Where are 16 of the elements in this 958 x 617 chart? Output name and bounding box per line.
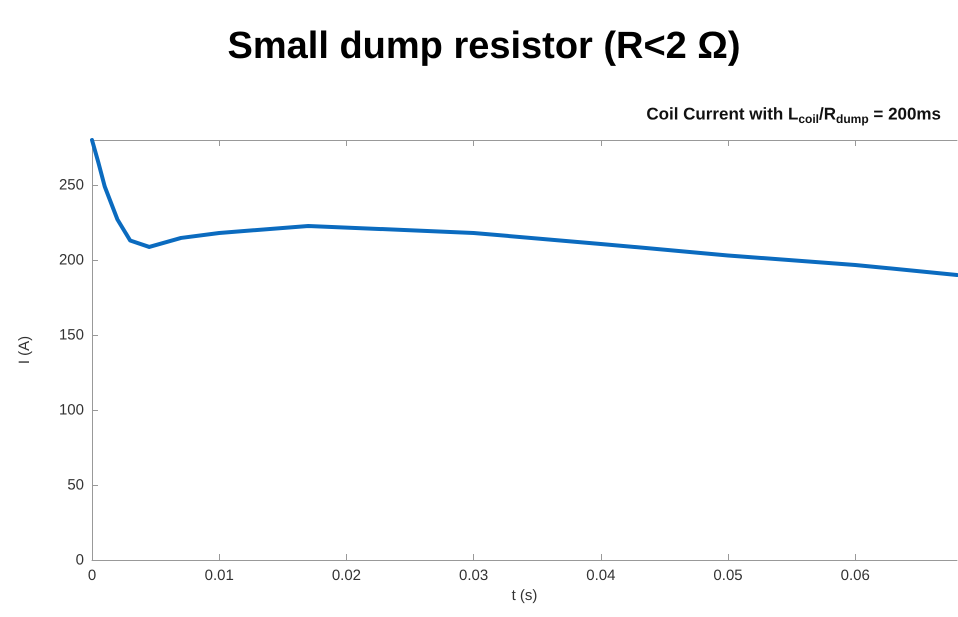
x-tick-label: 0.02 <box>332 567 362 584</box>
y-axis-title: I (A) <box>16 336 33 364</box>
y-tick-label: 0 <box>76 552 84 568</box>
x-tick-label: 0.06 <box>840 567 870 584</box>
y-tick-label: 50 <box>67 476 84 494</box>
y-tick-label: 250 <box>58 176 84 194</box>
y-tick-label: 100 <box>58 402 84 418</box>
x-tick-label: 0.03 <box>459 567 488 584</box>
x-tick-label: 0 <box>88 567 96 584</box>
chart-title: Small dump resistor (R<2 Ω) <box>228 25 740 67</box>
x-tick-label: 0.05 <box>713 567 743 584</box>
x-tick-label: 0.04 <box>586 567 616 584</box>
y-tick-label: 200 <box>58 252 84 268</box>
x-axis-title: t (s) <box>512 587 538 604</box>
y-tick-label: 150 <box>58 326 84 344</box>
x-tick-label: 0.01 <box>204 567 234 584</box>
